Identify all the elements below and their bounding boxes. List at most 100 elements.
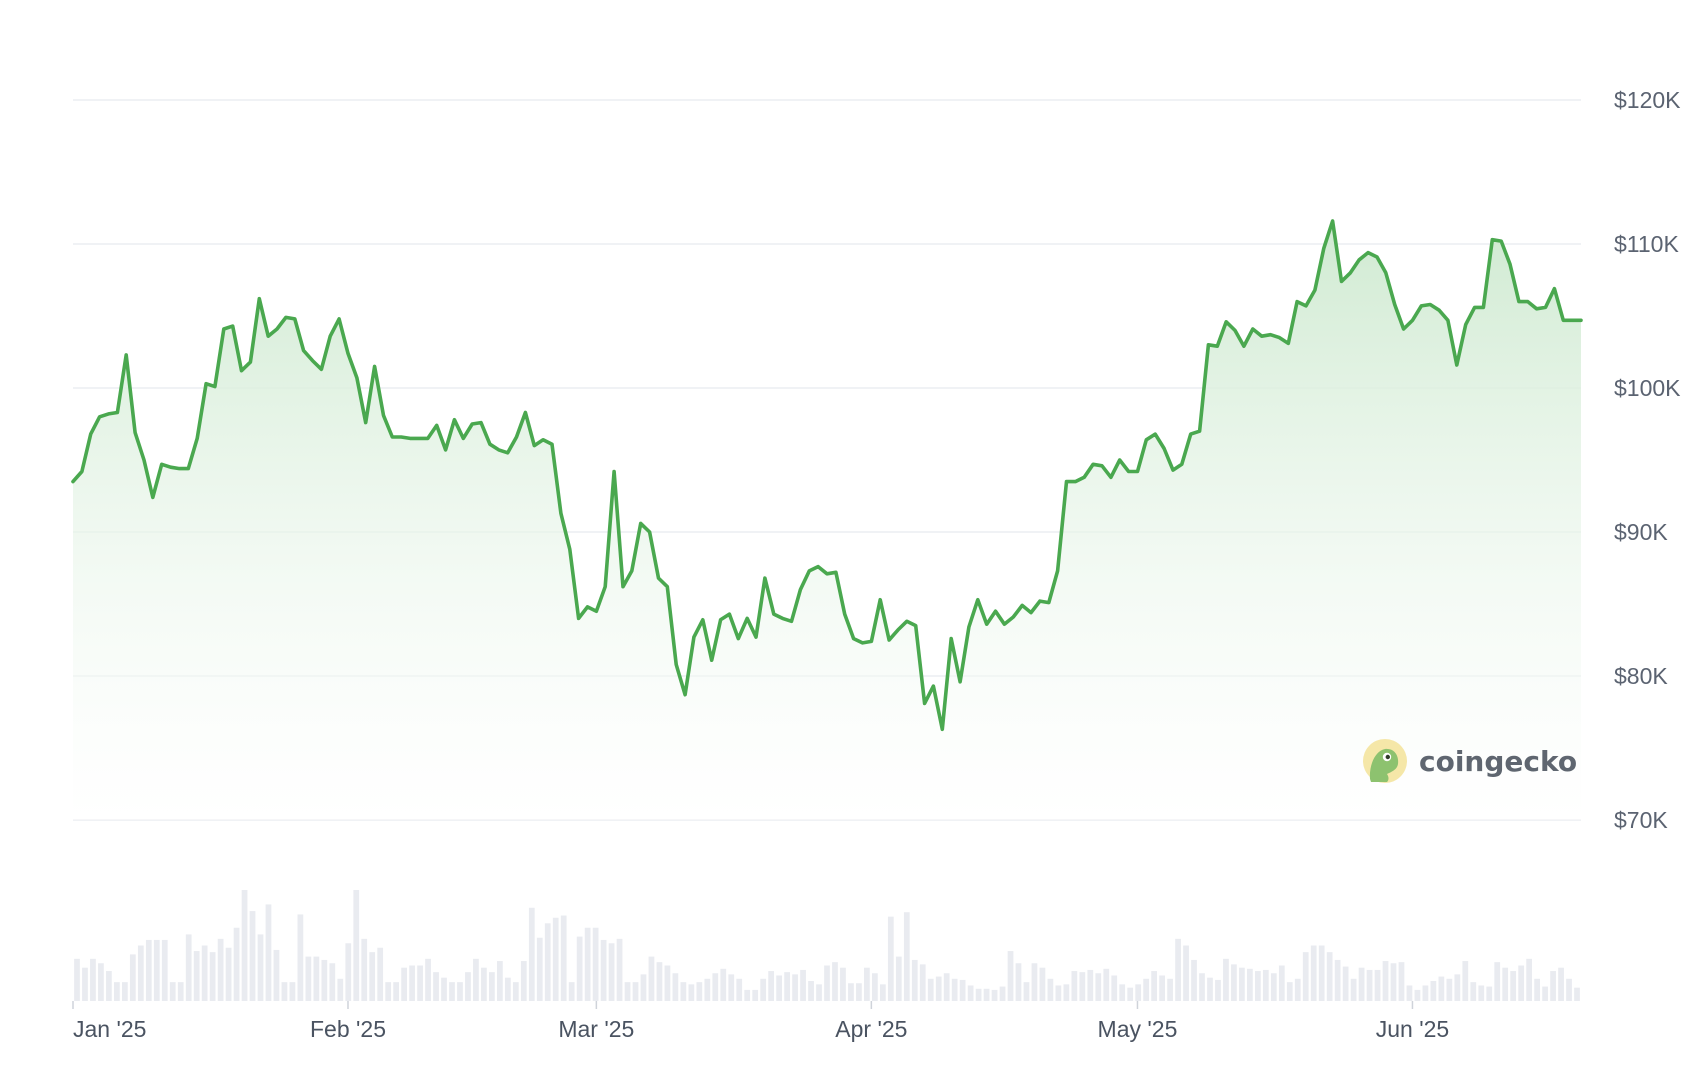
- volume-bar: [1310, 945, 1317, 1001]
- y-tick-label: $110K: [1614, 231, 1679, 257]
- volume-bar: [951, 978, 958, 1001]
- volume-bar: [1199, 973, 1205, 1001]
- volume-bar: [943, 973, 950, 1001]
- volume-bar: [872, 973, 878, 1001]
- volume-bar: [217, 938, 224, 1001]
- volume-bar: [1294, 978, 1301, 1001]
- volume-bar: [576, 936, 583, 1001]
- volume-bar: [959, 979, 966, 1001]
- volume-bar: [1326, 952, 1333, 1001]
- volume-bar: [114, 982, 120, 1001]
- volume-bar: [129, 954, 136, 1001]
- volume-bar: [1446, 978, 1453, 1001]
- price-line-layer: [71, 219, 1583, 732]
- volume-bar: [752, 989, 759, 1001]
- volume-bar: [824, 965, 830, 1001]
- volume-bar: [1167, 978, 1173, 1001]
- volume-bar: [1454, 974, 1461, 1001]
- volume-bar: [393, 982, 400, 1001]
- volume-bar: [840, 967, 846, 1001]
- volume-bar: [1231, 964, 1237, 1001]
- volume-bar: [369, 952, 376, 1001]
- volume-bar: [1486, 986, 1493, 1001]
- volume-bar: [1007, 951, 1014, 1001]
- volume-bar: [536, 937, 543, 1001]
- volume-bar: [1071, 971, 1078, 1001]
- volume-bar: [983, 988, 990, 1001]
- volume-bar: [161, 939, 168, 1001]
- volume-bar: [672, 973, 679, 1001]
- volume-bar: [1574, 987, 1580, 1001]
- volume-bar: [895, 956, 902, 1001]
- volume-bar: [90, 958, 96, 1001]
- volume-bar: [903, 912, 910, 1001]
- coingecko-watermark: coingecko: [1363, 739, 1577, 783]
- volume-bar: [1079, 972, 1086, 1001]
- volume-bar: [1215, 979, 1221, 1001]
- volume-bar: [313, 956, 320, 1001]
- volume-bar: [1350, 978, 1357, 1001]
- volume-bar: [520, 961, 527, 1001]
- volume-bar: [624, 982, 631, 1001]
- volume-bar: [1175, 938, 1181, 1001]
- volume-bar: [704, 978, 711, 1001]
- volume-bar: [879, 984, 886, 1001]
- volume-bar: [592, 927, 599, 1001]
- price-series-line[interactable]: [71, 219, 1583, 732]
- volume-bar: [457, 982, 463, 1001]
- volume-bar: [504, 977, 511, 1001]
- volume-bar: [656, 962, 663, 1001]
- volume-bar: [728, 974, 735, 1001]
- y-tick-label: $120K: [1614, 87, 1681, 113]
- volume-bar: [584, 927, 591, 1001]
- volume-bar: [648, 956, 655, 1001]
- y-tick-label: $70K: [1614, 807, 1668, 833]
- price-area: [73, 221, 1581, 820]
- volume-bar: [137, 945, 144, 1001]
- volume-bar: [544, 923, 551, 1001]
- volume-bar: [425, 958, 431, 1001]
- volume-bar: [98, 963, 104, 1001]
- volume-bar: [1342, 966, 1349, 1001]
- volume-bar: [887, 916, 894, 1001]
- volume-bar: [465, 972, 471, 1001]
- volume-bar: [999, 986, 1006, 1001]
- x-tick-label: Mar '25: [558, 1016, 634, 1042]
- x-tick-label: May '25: [1098, 1016, 1178, 1042]
- volume-bar: [1262, 969, 1269, 1001]
- volume-bar: [1223, 958, 1229, 1001]
- volume-bar: [177, 982, 184, 1001]
- volume-bar: [1087, 969, 1094, 1001]
- volume-bar: [1502, 967, 1509, 1001]
- volume-bar: [911, 959, 918, 1001]
- volume-bar: [640, 974, 647, 1001]
- volume-bar: [1462, 961, 1469, 1001]
- volume-bar: [1494, 962, 1501, 1001]
- volume-bar: [792, 974, 798, 1001]
- volume-bar: [305, 956, 312, 1001]
- volume-bar: [1542, 986, 1548, 1001]
- volume-bar: [201, 945, 208, 1001]
- x-tick-label: Apr '25: [835, 1016, 907, 1042]
- volume-bar: [1390, 963, 1397, 1001]
- volume-bar: [353, 890, 360, 1001]
- volume-bar: [1183, 945, 1189, 1001]
- volume-bar: [760, 978, 767, 1001]
- volume-bar: [273, 949, 280, 1001]
- volume-bar: [106, 971, 112, 1001]
- volume-bar: [249, 911, 256, 1001]
- volume-bar: [209, 952, 216, 1001]
- volume-bar: [433, 972, 439, 1001]
- volume-bar: [935, 976, 942, 1001]
- volume-bar: [919, 964, 926, 1001]
- volume-bar: [1422, 985, 1429, 1001]
- volume-bar: [241, 890, 248, 1001]
- volume-bar: [233, 927, 240, 1001]
- volume-bar: [1015, 963, 1022, 1001]
- volume-bar: [712, 973, 719, 1001]
- volume-bar: [864, 967, 870, 1001]
- volume-bar: [1207, 977, 1213, 1001]
- volume-bar: [289, 982, 296, 1001]
